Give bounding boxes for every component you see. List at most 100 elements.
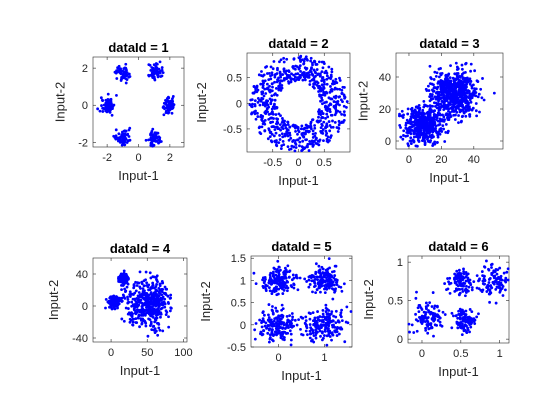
data-point <box>462 79 466 83</box>
data-point <box>457 272 461 275</box>
data-point <box>314 336 318 340</box>
data-point <box>448 282 451 286</box>
data-point <box>432 109 436 113</box>
data-point <box>170 111 174 115</box>
data-point <box>475 315 479 319</box>
data-point <box>464 294 467 298</box>
data-point <box>287 138 291 142</box>
data-point <box>282 323 286 327</box>
data-point <box>455 65 459 69</box>
data-point <box>446 287 450 291</box>
data-point <box>450 90 454 94</box>
data-point <box>437 80 440 84</box>
y-tick-label: 0 <box>82 301 88 313</box>
data-point <box>311 290 314 294</box>
data-point <box>312 77 315 81</box>
data-point <box>504 276 508 280</box>
data-point <box>289 332 293 336</box>
data-point <box>151 73 154 77</box>
data-point <box>425 306 428 310</box>
data-point <box>421 316 425 319</box>
data-point <box>415 144 419 148</box>
data-point <box>281 292 285 295</box>
data-point <box>435 71 439 75</box>
data-point <box>438 120 442 123</box>
data-point <box>457 276 461 280</box>
data-point <box>121 130 124 134</box>
data-point <box>115 304 119 308</box>
data-point <box>460 333 464 337</box>
data-point <box>447 107 451 111</box>
data-point <box>399 135 403 139</box>
data-point <box>420 125 424 129</box>
data-point <box>327 257 331 261</box>
data-point <box>299 327 302 331</box>
data-point <box>275 293 279 297</box>
x-tick-label: 2 <box>167 152 173 164</box>
data-point <box>467 80 470 84</box>
data-point <box>154 66 158 70</box>
subplot-1: -2 0 2 -2 0 2 dataId = 1 Input-1 Input-2 <box>52 40 185 183</box>
data-point <box>443 282 447 285</box>
data-point <box>410 323 414 327</box>
data-point <box>134 300 138 304</box>
data-point <box>128 126 132 130</box>
data-point <box>314 323 318 327</box>
data-point <box>439 89 443 93</box>
data-point <box>276 121 280 125</box>
data-point <box>467 278 471 282</box>
data-point <box>286 286 290 290</box>
data-point <box>267 117 271 121</box>
data-point <box>426 104 429 108</box>
data-point <box>284 123 288 127</box>
data-point <box>437 123 440 127</box>
data-point <box>264 321 268 325</box>
data-point <box>151 281 155 285</box>
data-point <box>266 137 270 141</box>
subplot-title: dataId = 1 <box>108 40 168 55</box>
data-point <box>461 90 465 94</box>
data-point <box>436 319 440 322</box>
data-point <box>417 104 421 107</box>
data-point <box>445 93 449 97</box>
data-point <box>303 277 307 281</box>
data-point <box>428 95 432 99</box>
data-point <box>134 312 138 316</box>
data-point <box>301 131 305 135</box>
data-point <box>126 295 129 299</box>
data-point <box>431 88 434 92</box>
data-point <box>340 289 344 293</box>
data-point <box>304 315 308 319</box>
data-point <box>298 64 302 68</box>
data-point <box>470 108 474 112</box>
data-point <box>270 107 274 111</box>
data-point <box>460 94 464 98</box>
data-point <box>335 126 339 129</box>
data-point <box>126 307 130 310</box>
data-point <box>321 102 324 106</box>
data-point <box>292 57 296 61</box>
data-point <box>138 325 141 329</box>
data-point <box>104 306 107 310</box>
data-point <box>309 59 313 63</box>
data-point <box>468 113 471 117</box>
data-point <box>258 125 262 129</box>
data-point <box>452 77 456 81</box>
data-point <box>151 283 155 287</box>
data-point <box>469 283 473 287</box>
data-point <box>148 311 151 315</box>
data-point <box>315 68 319 71</box>
data-point <box>325 91 329 95</box>
data-point <box>269 112 273 116</box>
data-point <box>160 68 164 72</box>
data-point <box>166 95 170 99</box>
data-point <box>464 291 468 294</box>
data-point <box>324 310 328 313</box>
data-point <box>462 281 465 285</box>
data-point <box>498 281 502 285</box>
data-point <box>292 73 295 77</box>
data-point <box>416 138 420 142</box>
x-tick-label: 40 <box>468 154 480 166</box>
data-point <box>330 338 333 342</box>
